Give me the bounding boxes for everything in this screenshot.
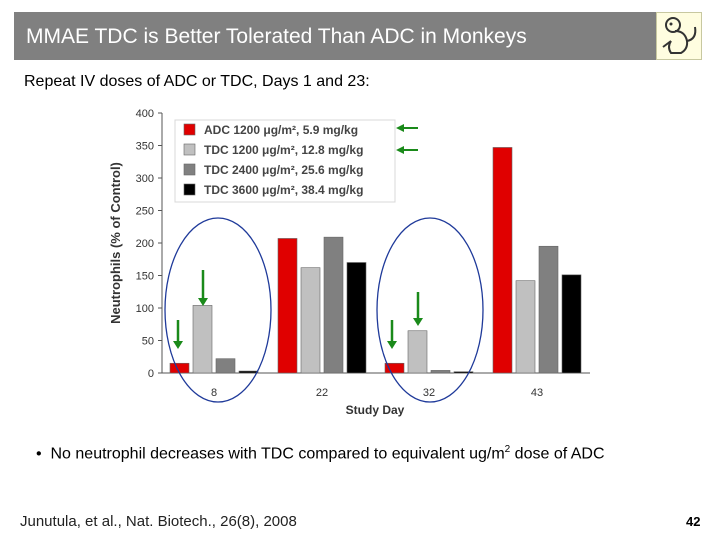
legend-swatch xyxy=(183,123,196,136)
bar-32-series-1 xyxy=(384,362,405,374)
x-tick-label: 43 xyxy=(531,387,543,399)
y-tick-label: 150 xyxy=(136,271,154,283)
y-tick-label: 200 xyxy=(136,238,154,250)
bullet-icon: • xyxy=(36,445,51,463)
y-tick-label: 350 xyxy=(136,141,154,153)
down-arrow-head xyxy=(387,341,397,349)
bar-43-series-3 xyxy=(538,245,559,374)
bar-43-series-4 xyxy=(561,274,582,374)
bar-32-series-3 xyxy=(430,370,451,374)
x-tick-label: 32 xyxy=(423,387,435,399)
x-tick-label: 8 xyxy=(211,387,217,399)
legend-label: TDC 1200 μg/m², 12.8 mg/kg xyxy=(204,143,363,157)
page-number: 42 xyxy=(686,514,701,529)
bar-43-series-2 xyxy=(515,280,536,374)
legend-swatch xyxy=(183,163,196,176)
down-arrow-head xyxy=(198,298,208,306)
y-tick-label: 300 xyxy=(136,173,154,185)
y-tick-label: 100 xyxy=(136,303,154,315)
bar-22-series-1 xyxy=(277,238,298,374)
slide-title: MMAE TDC is Better Tolerated Than ADC in… xyxy=(26,25,527,48)
y-tick-label: 0 xyxy=(148,368,154,380)
bar-43-series-1 xyxy=(492,147,513,374)
bar-8-series-4 xyxy=(238,370,259,374)
down-arrow-head xyxy=(173,341,183,349)
legend-arrow-head xyxy=(396,124,404,132)
bar-8-series-2 xyxy=(192,305,213,374)
bar-22-series-3 xyxy=(323,236,344,374)
y-tick-label: 250 xyxy=(136,206,154,218)
monkey-icon xyxy=(656,12,702,60)
citation: Junutula, et al., Nat. Biotech., 26(8), … xyxy=(20,513,297,530)
y-axis-title: Neutrophils (% of Control) xyxy=(108,162,123,324)
legend-arrow-head xyxy=(396,146,404,154)
legend-swatch xyxy=(183,183,196,196)
bullet-superscript: 2 xyxy=(504,444,511,455)
title-bar: MMAE TDC is Better Tolerated Than ADC in… xyxy=(14,12,656,60)
highlight-ellipse-day32 xyxy=(376,217,484,403)
bullet-text: No neutrophil decreases with TDC compare… xyxy=(50,445,505,463)
legend-label: TDC 3600 μg/m², 38.4 mg/kg xyxy=(204,183,363,197)
slide-subtitle: Repeat IV doses of ADC or TDC, Days 1 an… xyxy=(24,73,370,90)
y-tick-label: 400 xyxy=(136,108,154,120)
bar-8-series-3 xyxy=(215,358,236,374)
legend-box xyxy=(174,119,396,203)
legend-label: TDC 2400 μg/m², 25.6 mg/kg xyxy=(204,163,363,177)
highlight-ellipse-day8 xyxy=(164,217,272,403)
down-arrow-head xyxy=(413,318,423,326)
neutrophil-bar-chart: Neutrophils (% of Control) Study Day 0 50… xyxy=(108,108,590,417)
x-tick-label: 22 xyxy=(316,387,328,399)
bar-22-series-2 xyxy=(300,267,321,374)
bar-22-series-4 xyxy=(346,262,367,374)
legend-label: ADC 1200 μg/m², 5.9 mg/kg xyxy=(204,123,358,137)
bullet-point: • No neutrophil decreases with TDC compa… xyxy=(36,444,605,463)
x-axis-title: Study Day xyxy=(346,403,405,417)
bar-32-series-4 xyxy=(453,371,474,374)
y-tick-label: 50 xyxy=(142,336,154,348)
bar-32-series-2 xyxy=(407,330,428,374)
bullet-text-end: dose of ADC xyxy=(510,445,605,463)
legend-swatch xyxy=(183,143,196,156)
bar-8-series-1 xyxy=(169,362,190,374)
